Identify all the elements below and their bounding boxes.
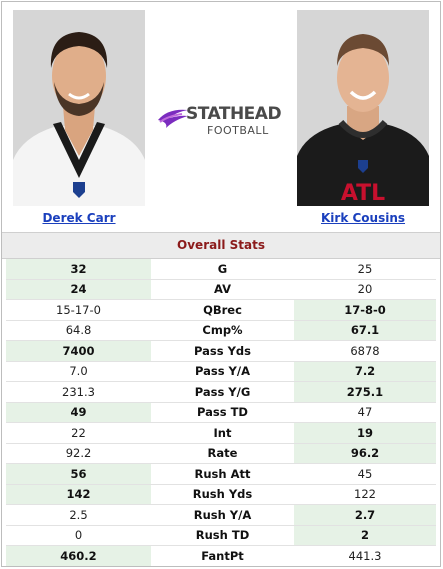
stat-label: Rate [151,442,294,464]
stat-left-value: 92.2 [6,442,151,464]
stat-row: 7400 Pass Yds 6878 [6,340,436,361]
stat-label: Rush TD [151,524,294,546]
football-swoosh-icon [158,109,188,128]
stat-left-value: 64.8 [6,319,151,341]
logo-word-stathead: STATHEAD [186,104,282,124]
stat-label: AV [151,278,294,300]
stat-left-value: 2.5 [6,504,151,525]
stat-left-value: 0 [6,524,151,546]
stat-label: Cmp% [151,319,294,341]
stat-right-value: 7.2 [294,360,436,382]
stat-label: G [217,261,228,276]
stat-right-value: 6878 [294,340,436,361]
stat-label: FantPt [151,545,294,566]
stat-label: Pass TD [151,401,294,423]
stat-right-value: 17-8-0 [294,299,436,320]
stat-row: 49 Pass TD 47 [6,401,436,423]
stat-row: 460.2 FantPt 441.3 [6,545,436,566]
stat-left-value: 15-17-0 [6,299,151,320]
stat-row: 64.8 Cmp% 67.1 [6,319,436,341]
stat-left-value: 7400 [6,340,151,361]
stat-row: 56 Rush Att 45 [6,463,436,484]
stat-right-value: 20 [294,278,436,300]
stat-row: 15-17-0 QBrec 17-8-0 [6,299,436,320]
stat-right-value: 2 [294,524,436,546]
jersey-atl-lettering: ATL [341,181,385,206]
stat-label: Rush Att [151,463,294,484]
stat-left-value: 142 [6,483,151,505]
stathead-football-logo[interactable]: STATHEAD FOOTBALL [154,100,292,140]
stat-row: 7.0 Pass Y/A 7.2 [6,360,436,382]
stat-row: 32 G 25 [6,259,436,279]
stat-left-value: 32 [6,259,151,279]
stat-left-value: 49 [6,401,151,423]
stat-row: 22 Int 19 [6,422,436,443]
stat-row: 24 AV 20 [6,278,436,300]
player-left: Derek Carr [6,2,152,225]
stat-label: Pass Yds [151,340,294,361]
stat-label: Rush Y/A [151,504,294,525]
stat-right-value: 25 [357,261,373,276]
stat-label: Pass Y/G [151,381,294,402]
stat-row: 0 Rush TD 2 [6,524,436,546]
logo-word-football: FOOTBALL [207,124,269,137]
stat-label: QBrec [151,299,294,320]
stat-row: 2.5 Rush Y/A 2.7 [6,504,436,525]
stat-right-value: 45 [294,463,436,484]
player-right-name-link[interactable]: Kirk Cousins [320,211,406,225]
stat-right-value: 122 [294,483,436,505]
stat-row: 231.3 Pass Y/G 275.1 [6,381,436,402]
stat-row: 92.2 Rate 96.2 [6,442,436,464]
stat-right-value: 441.3 [294,545,436,566]
stat-right-value: 47 [294,401,436,423]
stat-left-value: 231.3 [6,381,151,402]
stat-label: Int [151,422,294,443]
stat-right-value: 67.1 [294,319,436,341]
stat-right-value: 96.2 [294,442,436,464]
stats-comparison-table: 32 G 25 24 AV 20 15-17-0 QBrec 17-8-0 64.8 Cmp% 67.… [6,259,436,566]
stat-right-value: 19 [294,422,436,443]
stat-right-value: 2.7 [294,504,436,525]
stat-label: Pass Y/A [151,360,294,382]
player-left-name-link[interactable]: Derek Carr [42,211,116,225]
stat-right-value: 275.1 [294,381,436,402]
stat-left-value: 22 [6,422,151,443]
stat-left-value: 7.0 [6,360,151,382]
player-left-photo [13,10,145,206]
stat-left-value: 24 [6,278,151,300]
stat-left-value: 460.2 [6,545,151,566]
player-right: ATL Kirk Cousins [290,2,436,225]
section-title-overall-stats: Overall Stats [2,232,440,259]
stat-row: 142 Rush Yds 122 [6,483,436,505]
player-right-photo: ATL [297,10,429,206]
stat-left-value: 56 [6,463,151,484]
stat-label: Rush Yds [151,483,294,505]
